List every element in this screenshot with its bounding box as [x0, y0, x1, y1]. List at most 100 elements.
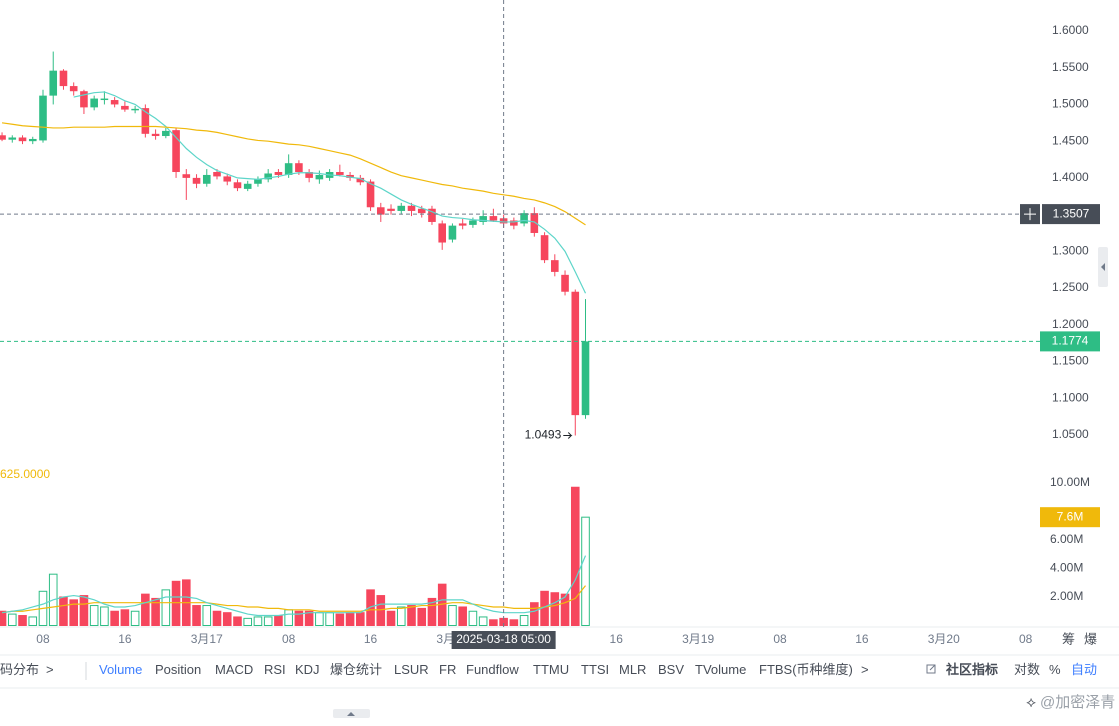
indicator-tab[interactable]: LSUR: [394, 662, 429, 677]
candle-body: [90, 98, 98, 108]
axis-button[interactable]: 爆: [1084, 631, 1097, 646]
candle-body: [448, 225, 457, 240]
candle-body: [233, 182, 242, 189]
volume-bar: [89, 605, 99, 627]
volume-bar: [489, 619, 498, 627]
scroll-right[interactable]: >: [861, 662, 869, 677]
last-price-label: 1.1774: [1052, 334, 1089, 348]
volume-bar: [581, 516, 590, 627]
volume-bar: [335, 613, 345, 626]
y-tick-label: 1.4000: [1052, 170, 1089, 184]
candle-body: [243, 183, 252, 189]
log-scale[interactable]: 对数: [1014, 662, 1041, 677]
indicator-tab[interactable]: Position: [155, 662, 202, 677]
volume-bar: [69, 599, 79, 627]
candle-body: [69, 86, 78, 92]
candle-body: [28, 138, 37, 142]
crosshair-y-label: 1.3507: [1053, 206, 1090, 220]
last-price-box: [1040, 331, 1100, 352]
volume-bar: [212, 610, 222, 626]
auto-scale[interactable]: 自动: [1071, 662, 1098, 677]
candle-body: [254, 179, 262, 184]
volume-bar: [141, 593, 150, 626]
y-tick-label: 1.0500: [1052, 427, 1089, 441]
scroll-left[interactable]: >: [46, 662, 54, 677]
candle-body: [305, 172, 313, 178]
volume-bar: [478, 616, 488, 627]
y-tick-label: 1.5500: [1052, 60, 1089, 74]
axis-button[interactable]: 筹: [1062, 631, 1075, 646]
volume-bar: [427, 597, 437, 626]
volume-bar: [202, 605, 212, 627]
indicator-tab[interactable]: 爆仓统计: [330, 662, 383, 677]
volume-bar: [417, 607, 427, 626]
candle-body: [110, 100, 119, 105]
indicator-tab[interactable]: TTMU: [533, 662, 570, 677]
candle-body: [407, 205, 416, 211]
volume-bar: [550, 592, 560, 626]
candle-body: [346, 174, 354, 178]
candle-body: [182, 174, 191, 178]
x-tick-label: 16: [855, 632, 869, 646]
volume-bar: [509, 619, 519, 627]
indicator-tab[interactable]: Volume: [99, 662, 143, 677]
volume-bar: [356, 612, 365, 626]
volume-bar: [407, 605, 416, 627]
candle-body: [192, 177, 201, 184]
volume-ma-line: [1, 585, 586, 614]
candle-body: [172, 130, 180, 173]
indicator-tab[interactable]: MLR: [619, 662, 647, 677]
volume-bar: [171, 580, 181, 626]
candle-body: [223, 176, 232, 182]
candle-body: [469, 220, 477, 225]
indicator-tab[interactable]: TTSI: [581, 662, 610, 677]
y-tick-label: 1.2000: [1052, 317, 1089, 331]
volume-label: 7.6M: [1057, 509, 1084, 523]
percent-scale[interactable]: %: [1049, 662, 1061, 677]
candle-body: [213, 172, 221, 177]
crosshair-x-box: [451, 631, 556, 649]
volume-bar: [304, 610, 314, 626]
volume-bar: [530, 602, 539, 627]
indicator-tab[interactable]: RSI: [264, 662, 286, 677]
volume-bar: [396, 606, 406, 627]
x-tick-label: 3月19: [682, 632, 714, 646]
volume-bar: [570, 486, 580, 626]
y-tick-label: 1.2500: [1052, 280, 1089, 294]
indicator-tab[interactable]: 码分布: [0, 662, 40, 677]
volume-bar: [7, 613, 17, 626]
candle-body: [121, 105, 129, 110]
volume-label-box: [1040, 507, 1100, 528]
indicator-tab[interactable]: FTBS(币种维度): [759, 662, 853, 677]
x-tick-label: 16: [364, 632, 378, 646]
volume-bar: [28, 616, 38, 627]
candle-body: [397, 205, 406, 211]
indicator-tab[interactable]: Fundflow: [466, 662, 519, 677]
candle-body: [356, 177, 365, 183]
crosshair-y-box: [1042, 204, 1100, 225]
x-tick-label: 16: [610, 632, 624, 646]
candle-body: [336, 172, 344, 175]
y-tick-label: 1.6000: [1052, 23, 1089, 37]
candle-body: [80, 91, 88, 108]
volume-bar: [243, 617, 253, 627]
indicator-tab[interactable]: TVolume: [695, 662, 747, 677]
indicator-tab[interactable]: FR: [439, 662, 457, 677]
volume-bar: [376, 595, 386, 626]
watermark-icon: ⟡: [1026, 694, 1036, 711]
community-indicators[interactable]: 社区指标: [946, 662, 999, 677]
volume-bar: [458, 606, 467, 627]
candle-body: [520, 213, 528, 224]
indicator-tab[interactable]: KDJ: [295, 662, 320, 677]
volume-tick-label: 10.00M: [1050, 475, 1090, 489]
volume-bar: [161, 589, 171, 626]
low-label: 1.0493: [525, 428, 562, 442]
volume-bar: [274, 615, 283, 626]
indicator-tab[interactable]: BSV: [658, 662, 685, 677]
volume-tick-label: 6.00M: [1050, 532, 1083, 546]
volume-bar: [345, 612, 355, 626]
indicator-tab[interactable]: MACD: [215, 662, 254, 677]
x-tick-label: 08: [773, 632, 787, 646]
volume-bar: [151, 597, 160, 626]
candle-body: [479, 216, 487, 222]
